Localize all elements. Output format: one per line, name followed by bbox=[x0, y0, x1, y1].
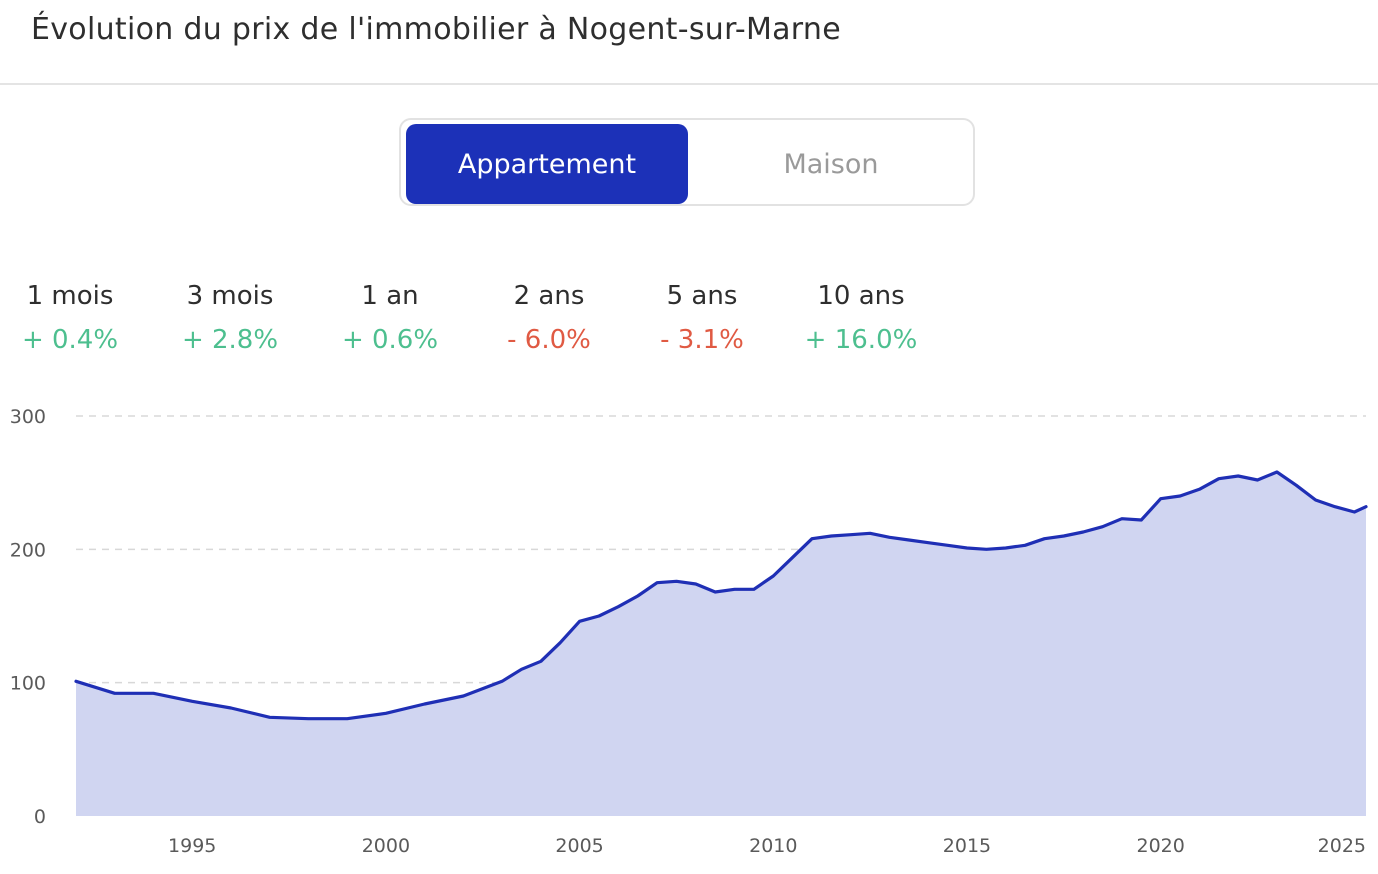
stat-period-label: 2 ans bbox=[513, 281, 585, 311]
x-tick-label-2000: 2000 bbox=[362, 835, 410, 857]
x-tick-label-2005: 2005 bbox=[555, 835, 603, 857]
price-area-chart: 0 100 200 300 1995 2000 2005 2010 2015 2020 2025 bbox=[10, 406, 1368, 857]
stat-3-mois: 3 mois + 2.8% bbox=[150, 278, 310, 360]
price-change-stats: 1 mois + 0.4% 3 mois + 2.8% 1 an + 0.6% … bbox=[0, 278, 1000, 368]
stat-2-ans: 2 ans - 6.0% bbox=[469, 278, 629, 360]
stat-change-value: - 6.0% bbox=[507, 325, 591, 355]
stat-change-value: + 2.8% bbox=[181, 325, 279, 355]
page-title: Évolution du prix de l'immobilier à Noge… bbox=[31, 12, 841, 47]
y-tick-label-0: 0 bbox=[34, 806, 46, 828]
y-tick-label-100: 100 bbox=[10, 673, 46, 695]
stat-period-label: 1 an bbox=[361, 281, 419, 311]
x-axis: 1995 2000 2005 2010 2015 2020 2025 bbox=[168, 835, 1366, 857]
price-line bbox=[74, 470, 1368, 721]
x-tick-label-2025: 2025 bbox=[1318, 835, 1366, 857]
y-tick-label-300: 300 bbox=[10, 406, 46, 428]
toggle-maison-button[interactable]: Maison bbox=[783, 148, 879, 180]
x-tick-label-2010: 2010 bbox=[749, 835, 797, 857]
stat-1-an: 1 an + 0.6% bbox=[310, 278, 470, 360]
stat-1-mois: 1 mois + 0.4% bbox=[0, 278, 150, 360]
toggle-appartement-button[interactable]: Appartement bbox=[406, 124, 688, 204]
stat-period-label: 1 mois bbox=[26, 281, 114, 311]
title-divider bbox=[0, 83, 1378, 85]
stat-10-ans: 10 ans + 16.0% bbox=[781, 278, 941, 360]
stat-change-value: + 16.0% bbox=[804, 325, 918, 355]
y-tick-label-200: 200 bbox=[10, 539, 46, 561]
stat-5-ans: 5 ans - 3.1% bbox=[622, 278, 782, 360]
stat-period-label: 10 ans bbox=[817, 281, 905, 311]
stat-change-value: - 3.1% bbox=[660, 325, 744, 355]
stat-period-label: 3 mois bbox=[186, 281, 274, 311]
stat-change-value: + 0.6% bbox=[341, 325, 439, 355]
price-area-fill bbox=[76, 472, 1366, 816]
grid-lines bbox=[76, 415, 1366, 684]
x-tick-label-1995: 1995 bbox=[168, 835, 216, 857]
area-layer bbox=[74, 470, 1368, 816]
stat-change-value: + 0.4% bbox=[21, 325, 119, 355]
stat-period-label: 5 ans bbox=[666, 281, 738, 311]
property-type-toggle: Appartement Maison bbox=[399, 118, 975, 206]
y-axis: 0 100 200 300 bbox=[10, 406, 46, 828]
x-tick-label-2015: 2015 bbox=[943, 835, 991, 857]
x-tick-label-2020: 2020 bbox=[1137, 835, 1185, 857]
